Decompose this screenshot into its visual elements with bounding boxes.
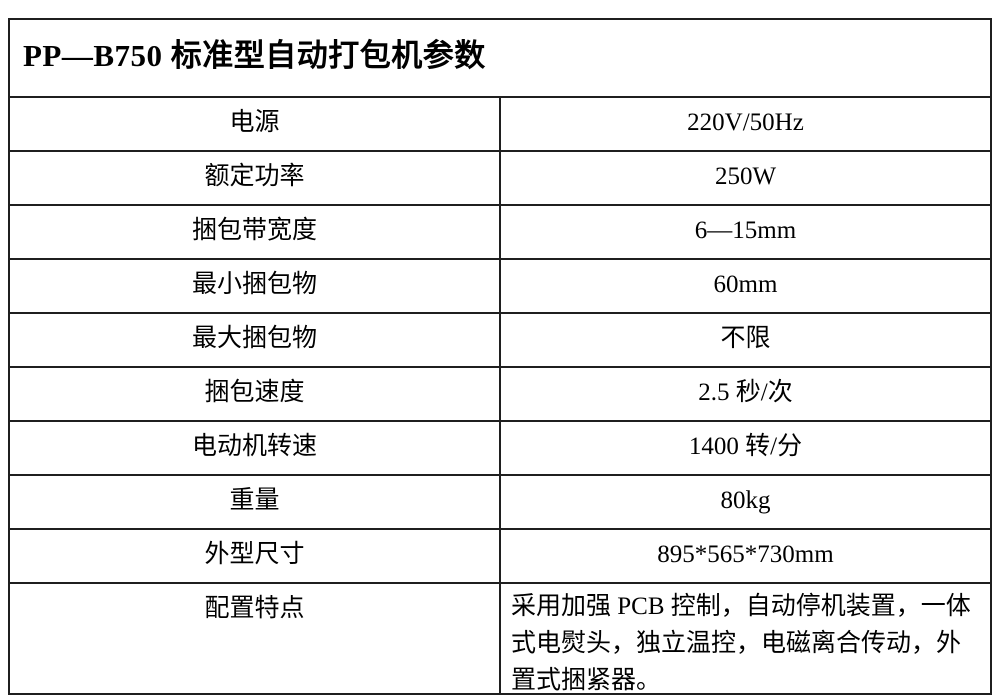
spec-value: 6—15mm	[694, 217, 797, 244]
spec-label: 重量	[10, 476, 501, 528]
table-row: 电动机转速 1400 转/分	[10, 422, 990, 476]
spec-value: 不限	[720, 325, 771, 352]
table-row: 最大捆包物 不限	[10, 314, 990, 368]
spec-value: 220V/50Hz	[687, 109, 804, 136]
table-row: 外型尺寸 895*565*730mm	[10, 530, 990, 584]
spec-table: PP—B750 标准型自动打包机参数 电源 220V/50Hz 额定功率 250…	[8, 18, 992, 695]
spec-label: 捆包速度	[10, 368, 501, 420]
spec-value: 采用加强 PCB 控制，自动停机装置，一体式电熨头，独立温控，电磁离合传动，外置…	[511, 593, 971, 693]
spec-value: 2.5 秒/次	[698, 379, 793, 406]
table-title: PP—B750 标准型自动打包机参数	[10, 20, 990, 98]
table-row: 配置特点 采用加强 PCB 控制，自动停机装置，一体式电熨头，独立温控，电磁离合…	[10, 584, 990, 693]
spec-value: 250W	[714, 163, 777, 190]
table-row: 额定功率 250W	[10, 152, 990, 206]
spec-value: 1400 转/分	[688, 433, 803, 460]
spec-value: 80kg	[720, 487, 771, 514]
table-row: 捆包带宽度 6—15mm	[10, 206, 990, 260]
table-row: 重量 80kg	[10, 476, 990, 530]
spec-label: 最小捆包物	[10, 260, 501, 312]
spec-label: 配置特点	[10, 584, 501, 693]
table-row: 最小捆包物 60mm	[10, 260, 990, 314]
table-row: 捆包速度 2.5 秒/次	[10, 368, 990, 422]
spec-label: 电源	[10, 98, 501, 150]
spec-value: 895*565*730mm	[657, 541, 834, 568]
table-row: 电源 220V/50Hz	[10, 98, 990, 152]
spec-label: 电动机转速	[10, 422, 501, 474]
spec-label: 外型尺寸	[10, 530, 501, 582]
spec-label: 额定功率	[10, 152, 501, 204]
spec-label: 捆包带宽度	[10, 206, 501, 258]
spec-label: 最大捆包物	[10, 314, 501, 366]
spec-value: 60mm	[713, 271, 778, 298]
